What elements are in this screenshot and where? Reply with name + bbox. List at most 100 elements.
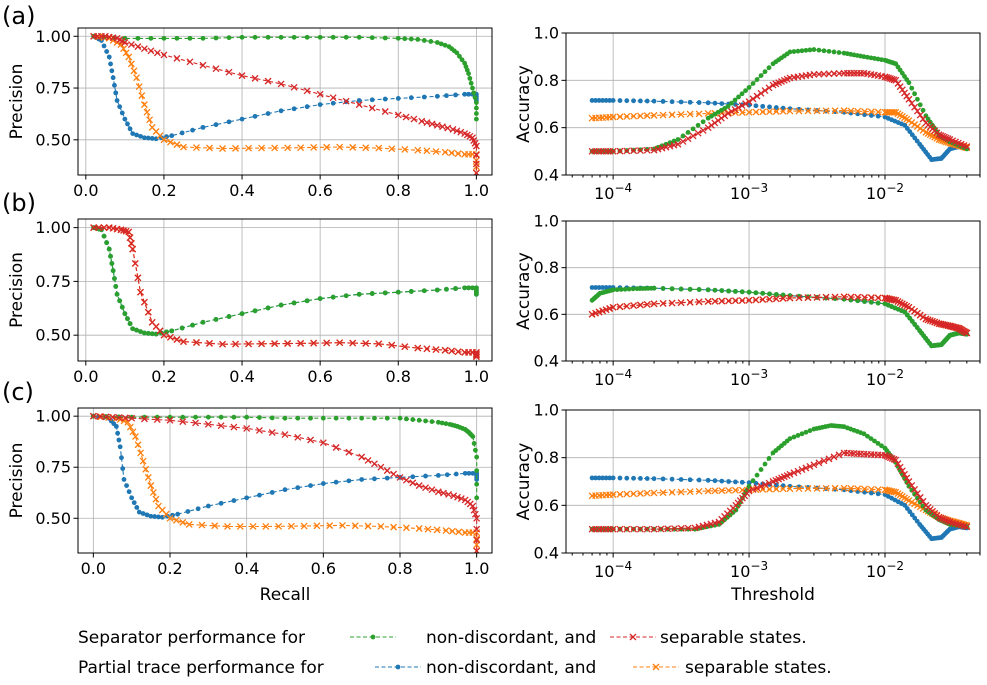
data-point [650,525,658,533]
data-point [644,476,650,481]
data-point [759,108,767,116]
data-point [143,108,151,116]
data-point [193,414,198,420]
data-point [219,145,226,152]
data-point [470,506,478,514]
series-line [93,227,477,357]
axes-frame [77,407,493,554]
data-point [690,126,696,132]
data-point [607,475,613,481]
data-point [219,340,226,348]
data-point [894,80,902,87]
data-point [719,101,725,107]
data-point [631,475,636,481]
data-point [749,95,757,103]
data-point [136,509,142,515]
data-point [738,109,746,116]
data-point [139,457,147,465]
data-point [471,510,479,518]
data-point [114,98,120,103]
data-point [686,488,694,496]
data-point [169,328,175,334]
data-point [696,100,702,105]
data-point [600,98,606,103]
data-point [963,329,971,337]
y-axis-label: Precision [7,252,27,328]
data-point [231,414,237,420]
data-point [320,481,326,486]
data-point [617,475,623,481]
data-point [711,297,719,305]
data-point [278,302,284,308]
data-point [258,144,266,152]
data-point [109,68,115,74]
data-point [689,132,697,140]
data-point [963,143,971,151]
data-point [110,268,116,274]
data-point [830,453,838,461]
data-point [831,49,837,55]
data-point [725,486,733,494]
data-point [224,522,231,530]
data-point [89,412,97,420]
data-point [173,336,181,343]
data-point [129,245,137,253]
data-point [644,98,650,104]
data-point [397,415,403,421]
data-point [226,314,232,319]
data-point [926,317,934,325]
data-point [963,523,971,531]
legend-partial-trace-item2: separable states. [685,658,832,678]
data-point [729,100,734,106]
data-point [735,104,742,112]
data-point [696,477,702,483]
data-point [835,451,843,459]
data-point [704,487,712,495]
data-point [695,523,703,531]
data-point [618,287,624,292]
data-point [596,285,602,290]
data-point [684,524,692,532]
data-point [104,240,110,246]
data-point [622,286,628,292]
x-tick-label: 0.4 [229,367,254,386]
data-point [166,416,174,424]
data-point [879,443,884,449]
data-point [603,285,609,290]
data-point [772,295,780,303]
y-tick-label: 1.0 [534,401,559,420]
data-point [186,58,194,66]
data-point [933,319,941,327]
data-point [886,454,894,462]
data-point [179,325,185,331]
data-point [141,330,147,336]
data-point [101,233,107,239]
x-tick-label: 10−2 [866,367,904,389]
data-point [680,133,686,139]
data-point [444,472,450,478]
data-point [473,105,479,111]
data-point [651,285,657,291]
data-point [941,133,948,141]
data-point [230,423,238,431]
y-tick-label: 0.50 [35,130,71,149]
data-point [471,90,477,96]
data-point [732,97,738,103]
axes-b-acc: 10−4 10−3 10−2 0.4 0.6 0.8 1.0 Accuracy [514,212,981,389]
data-point [718,297,726,305]
legend-separator-prefix: Separator performance for [78,628,305,648]
data-point [408,95,414,101]
data-point [401,146,409,153]
data-point [600,475,606,481]
data-point [174,35,180,41]
data-point [408,289,414,294]
data-point [472,95,478,101]
data-point [472,160,480,168]
data-point [861,431,867,437]
data-point [753,103,759,109]
data-point [160,136,168,144]
data-point [865,433,870,439]
data-point [593,98,598,103]
data-point [169,133,175,139]
